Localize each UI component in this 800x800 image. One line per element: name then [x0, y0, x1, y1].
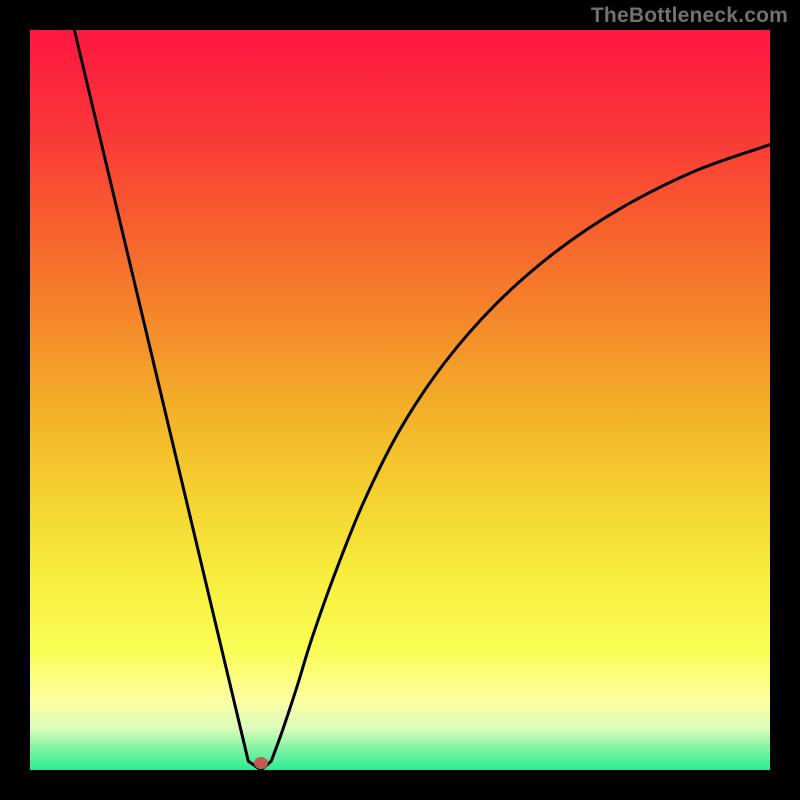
bottleneck-curve	[30, 30, 770, 770]
chart-plot-area	[30, 30, 770, 770]
optimum-marker	[254, 757, 268, 769]
watermark-text: TheBottleneck.com	[591, 4, 788, 28]
